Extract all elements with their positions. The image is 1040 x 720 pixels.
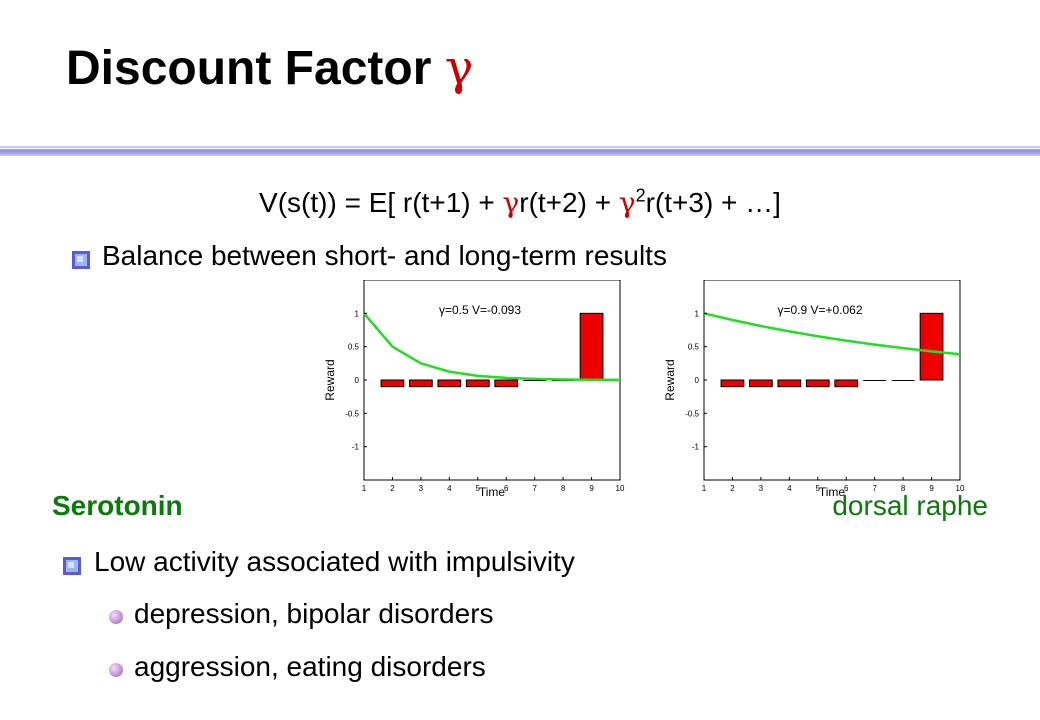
x-tick-label: 7: [872, 484, 877, 493]
x-tick-label: 6: [844, 484, 849, 493]
reward-bar: [465, 379, 490, 388]
formula-part1: V(s(t)) = E[ r(t+1) +: [259, 187, 503, 218]
title-text: Discount Factor: [66, 42, 432, 95]
y-tick-label: -0.5: [685, 409, 699, 418]
formula-gamma-1: γ: [502, 186, 520, 219]
y-axis-label: Reward: [663, 359, 677, 400]
x-tick-label: 3: [759, 484, 764, 493]
subbullet-depression: depression, bipolar disorders: [134, 598, 494, 629]
x-tick-label: 1: [702, 484, 707, 493]
formula-part2: r(t+2) +: [519, 187, 619, 218]
reward-bar: [523, 380, 547, 381]
x-tick-label: 1: [362, 484, 367, 493]
x-tick-label: 3: [419, 484, 424, 493]
y-tick-label: 0: [695, 376, 700, 385]
reward-bar: [380, 379, 405, 388]
formula-gamma-2: γ: [618, 186, 636, 219]
x-tick-label: 7: [532, 484, 537, 493]
y-tick-label: 1: [355, 309, 360, 318]
reward-bar: [891, 380, 915, 381]
x-tick-label: 10: [956, 484, 965, 493]
chart-gamma-0-9: 1 2 3 4 5 6 7 8 9 10 1 0.5 0 -0.5 -1 Time Reward γ=0.9 V=…: [663, 280, 965, 499]
formula-exponent: 2: [635, 185, 646, 206]
serotonin-label: Serotonin: [52, 490, 183, 521]
bullet-low-activity: Low activity associated with impulsivity: [94, 546, 575, 577]
reward-bar: [409, 379, 433, 388]
y-tick-label: 0: [355, 376, 360, 385]
x-tick-label: 9: [589, 484, 594, 493]
x-tick-label: 5: [476, 484, 481, 493]
reward-bar: [863, 380, 887, 381]
dorsal-raphe-label: dorsal raphe: [832, 490, 988, 521]
reward-bar: [834, 379, 859, 388]
gamma-value-annotation: γ=0.9 V=+0.062: [777, 303, 862, 317]
x-axis-label: Time: [819, 485, 846, 499]
reward-bar: [579, 312, 604, 381]
square-bullet-icon: [72, 251, 90, 269]
y-tick-label: 0.5: [688, 343, 700, 352]
square-bullet-icon: [63, 557, 81, 575]
reward-bar: [919, 312, 944, 381]
reward-bar: [720, 379, 745, 388]
value-formula: V(s(t)) = E[ r(t+1) + γr(t+2) + γ2r(t+3)…: [0, 186, 1040, 219]
formula-part3: r(t+3) + …]: [645, 187, 781, 218]
reward-bar: [749, 379, 773, 388]
x-tick-label: 5: [816, 484, 821, 493]
reward-bar: [805, 379, 830, 388]
bullet-balance: Balance between short- and long-term res…: [102, 240, 667, 271]
x-tick-label: 4: [787, 484, 792, 493]
x-tick-label: 10: [616, 484, 625, 493]
y-axis-label: Reward: [323, 359, 337, 400]
reward-bar: [494, 379, 519, 388]
x-tick-label: 2: [390, 484, 395, 493]
discounted-value-curve: [363, 312, 621, 382]
reward-bar: [437, 379, 462, 388]
y-tick-label: 0.5: [348, 343, 360, 352]
x-tick-label: 8: [561, 484, 566, 493]
y-tick-label: 1: [695, 309, 700, 318]
round-bullet-icon: [109, 663, 123, 677]
x-axis-label: Time: [479, 485, 506, 499]
plot-frame: [703, 280, 961, 481]
x-tick-label: 6: [504, 484, 509, 493]
title-gamma-symbol: γ: [444, 40, 474, 96]
y-tick-label: -1: [692, 443, 700, 452]
x-tick-label: 9: [929, 484, 934, 493]
round-bullet-icon: [109, 610, 123, 624]
subbullet-aggression: aggression, eating disorders: [134, 651, 486, 682]
y-tick-label: -0.5: [345, 409, 359, 418]
slide-title: Discount Factor γ: [66, 40, 473, 96]
y-tick-label: -1: [352, 443, 360, 452]
gamma-value-annotation: γ=0.5 V=-0.093: [439, 303, 521, 317]
discounted-value-curve: [703, 312, 961, 356]
x-tick-label: 4: [447, 484, 452, 493]
x-tick-label: 8: [901, 484, 906, 493]
reward-bar: [777, 379, 802, 388]
chart-gamma-0-5: 1 2 3 4 5 6 7 8 9 10 1 0.5 0 -0.5 -1 Time Reward γ=0.5 V=…: [323, 280, 625, 499]
x-tick-label: 2: [730, 484, 735, 493]
title-rule: [0, 146, 1040, 156]
